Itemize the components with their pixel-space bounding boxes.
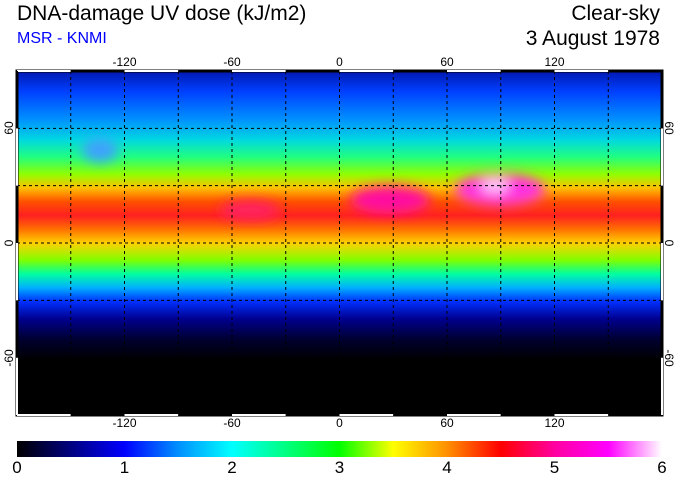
lon-tick-label-bottom: 0 — [336, 416, 343, 430]
colorbar — [17, 441, 662, 457]
lon-tick-label-top: -60 — [223, 55, 241, 69]
colorbar-tick-label: 3 — [334, 458, 345, 477]
lon-tick-label-top: 120 — [544, 55, 565, 69]
uv-field — [17, 71, 662, 415]
colorbar-tick-label: 6 — [657, 458, 667, 477]
colorbar-tick-label: 1 — [119, 458, 130, 477]
lat-tick-label-right: -60 — [662, 348, 676, 367]
lon-tick-label-top: -120 — [112, 55, 137, 69]
lat-tick-label-right: 60 — [662, 121, 676, 136]
date-label: 3 August 1978 — [525, 27, 660, 50]
colorbar-tick-label: 5 — [549, 458, 560, 477]
source-label: MSR - KNMI — [17, 30, 107, 47]
lon-tick-label-bottom: -60 — [223, 416, 241, 430]
lat-tick-label-left: -60 — [2, 348, 16, 367]
map-frame — [15, 69, 664, 417]
lon-tick-label-top: 0 — [336, 55, 343, 69]
colorbar-tick-label: 2 — [227, 458, 237, 477]
uv-hotspots — [82, 138, 545, 220]
lat-tick-label-right: 0 — [662, 239, 676, 247]
lat-tick-label-left: 0 — [2, 239, 16, 247]
sky-mode-label: Clear-sky — [571, 2, 660, 25]
lon-tick-label-bottom: 120 — [544, 416, 565, 430]
lon-tick-label-bottom: -120 — [112, 416, 137, 430]
colorbar-tick-label: 0 — [12, 458, 22, 477]
map-title: DNA-damage UV dose (kJ/m2) — [17, 2, 307, 25]
lat-tick-label-left: 60 — [2, 121, 16, 136]
lon-tick-label-top: 60 — [440, 55, 454, 69]
lon-tick-label-bottom: 60 — [440, 416, 454, 430]
colorbar-tick-label: 4 — [442, 458, 452, 477]
